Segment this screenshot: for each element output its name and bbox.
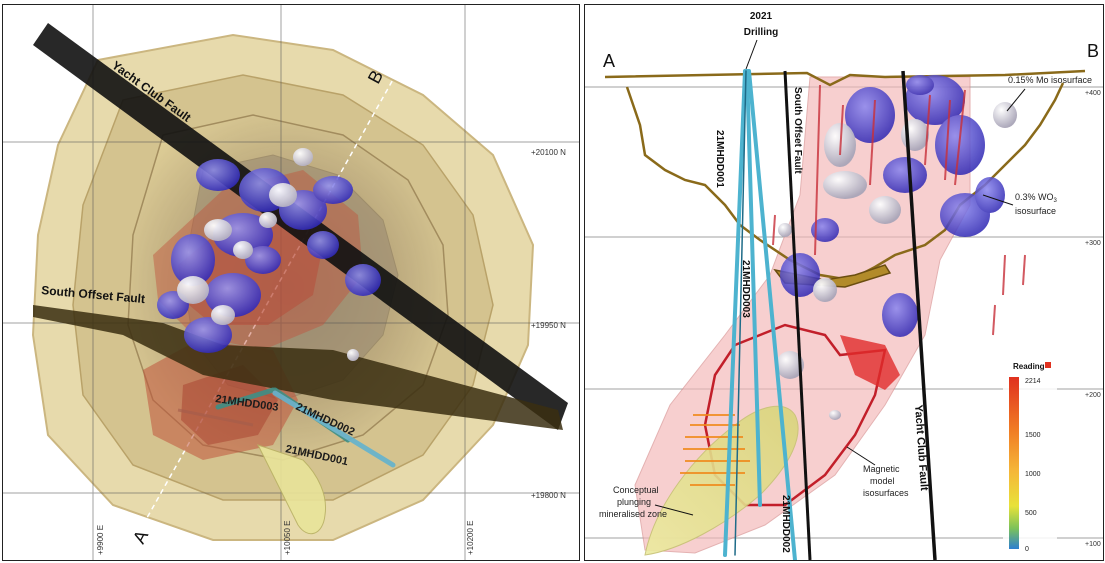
- northing-label-1: +20100 N: [531, 148, 566, 157]
- drilling-title-year: 2021: [750, 11, 773, 22]
- magnetic-label-1: Magnetic: [863, 464, 900, 474]
- hole-label-21mhdd003: 21MHDD003: [740, 260, 751, 318]
- wo3-label-text: 0.3% WO: [1015, 192, 1054, 202]
- drillhole-21mhdd001: [723, 69, 747, 557]
- elevation-label-200: +200: [1085, 392, 1101, 399]
- easting-label-2: +10050 E: [283, 521, 292, 555]
- section-view-panel: South Offset Fault Yacht Club Fault 21MH…: [584, 4, 1104, 561]
- drillhole-core: [734, 70, 747, 556]
- mo-isosurface-label: 0.15% Mo isosurface: [1008, 75, 1092, 85]
- drilling-pointer: [745, 39, 758, 70]
- legend-max: 2214: [1025, 378, 1041, 385]
- mo-pointer: [1006, 88, 1026, 112]
- drillhole-21mhdd003: [745, 69, 762, 507]
- drillhole-21mhdd001: [272, 390, 396, 468]
- south-offset-fault-label: South Offset Fault: [792, 87, 803, 174]
- drillhole-21mhdd003: [215, 387, 276, 410]
- section-end-b: B: [1087, 41, 1099, 61]
- wo3-label-subscript: 3: [1054, 198, 1058, 204]
- magnetic-label-3: isosurfaces: [863, 488, 909, 498]
- plunging-zone: [257, 444, 327, 535]
- northing-label-3: +19800 N: [531, 491, 566, 500]
- legend-tick-1500: 1500: [1025, 432, 1041, 439]
- legend-tick-1000: 1000: [1025, 471, 1041, 478]
- reading-legend: Reading 2214 1500 1000 500 0: [1003, 357, 1057, 557]
- drillholes: [215, 387, 396, 468]
- wo3-isosurface-label-2: isosurface: [1015, 206, 1056, 216]
- legend-title: Reading: [1013, 362, 1045, 371]
- legend-color-bar: [1009, 377, 1019, 549]
- wo3-isosurface-label: 0.3% WO3: [1015, 192, 1058, 204]
- drillhole-trace-extra: [177, 408, 254, 427]
- south-offset-fault: [33, 305, 563, 430]
- conceptual-pointer: [654, 504, 694, 516]
- wo3-bodies: [157, 159, 381, 353]
- elevation-label-400: +400: [1085, 90, 1101, 97]
- magnetic-pointer: [846, 446, 876, 466]
- plan-view-panel: Yacht Club Fault South Offset Fault B A …: [2, 4, 580, 561]
- hole-label-21mhdd002: 21MHDD002: [780, 495, 791, 553]
- legend-title-swatch: [1045, 362, 1051, 368]
- conceptual-label-1: Conceptual: [613, 485, 659, 495]
- section-end-a: A: [603, 51, 615, 71]
- magnetic-label-2: model: [870, 476, 895, 486]
- easting-label-1: +9900 E: [96, 525, 105, 555]
- elevation-label-300: +300: [1085, 240, 1101, 247]
- hole-label-21mhdd001: 21MHDD001: [714, 130, 725, 188]
- mo-bodies: [177, 148, 359, 361]
- drillhole-21mhdd002: [747, 69, 797, 560]
- drillholes: [723, 69, 797, 560]
- plan-view-figure: Yacht Club Fault South Offset Fault B A …: [3, 5, 579, 560]
- drilling-title-word: Drilling: [744, 27, 778, 38]
- magnetic-outline: [703, 323, 887, 507]
- easting-label-3: +10200 E: [466, 521, 475, 555]
- section-end-a: A: [129, 527, 152, 547]
- south-offset-fault-line: [783, 70, 812, 560]
- magnetic-core: [840, 335, 900, 390]
- northing-label-2: +19950 N: [531, 321, 566, 330]
- conceptual-label-2: plunging: [617, 497, 651, 507]
- conceptual-label-3: mineralised zone: [599, 509, 667, 519]
- legend-tick-500: 500: [1025, 510, 1037, 517]
- short-traces: [772, 84, 1026, 336]
- elevation-label-100: +100: [1085, 541, 1101, 548]
- legend-tick-0: 0: [1025, 546, 1029, 553]
- wo3-pointer: [982, 194, 1014, 206]
- section-view-figure: South Offset Fault Yacht Club Fault 21MH…: [585, 11, 1103, 560]
- yacht-club-fault-line: [901, 70, 937, 560]
